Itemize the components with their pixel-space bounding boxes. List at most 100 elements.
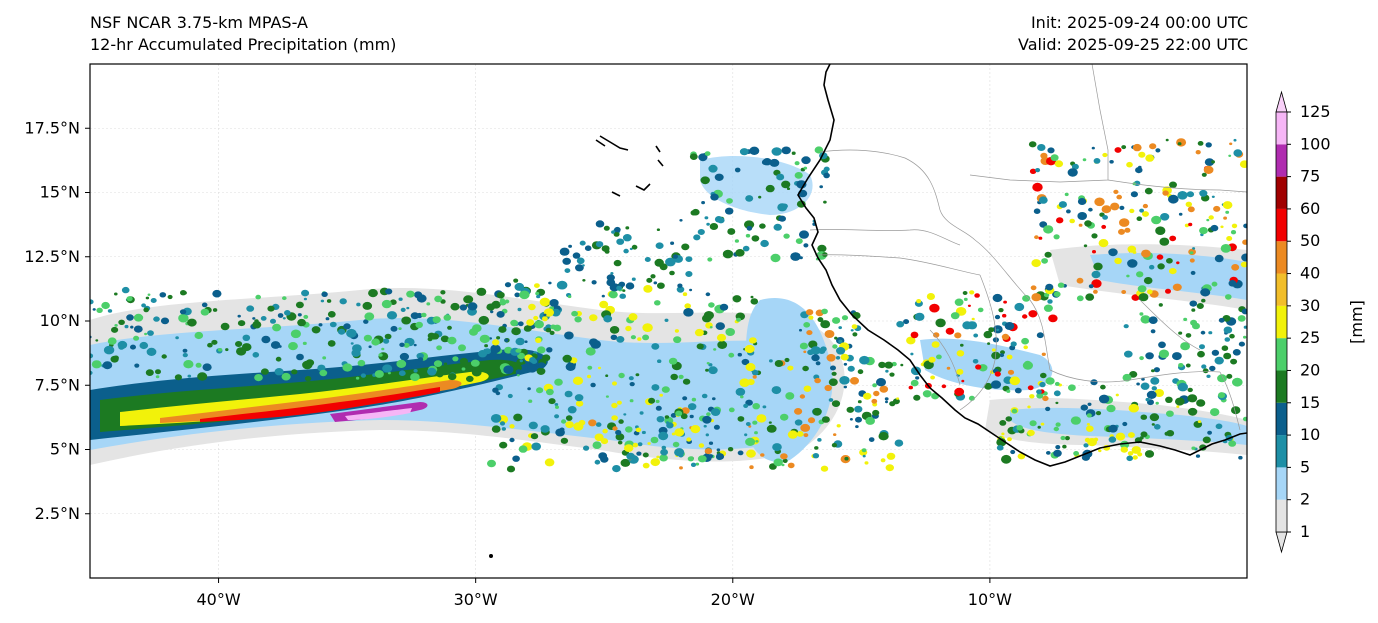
precip-cell bbox=[750, 295, 754, 299]
precip-cell bbox=[1119, 218, 1130, 227]
precip-cell bbox=[534, 283, 540, 288]
precip-cell bbox=[1114, 147, 1122, 153]
precip-cell bbox=[1149, 264, 1155, 270]
precip-cell bbox=[626, 452, 635, 460]
precip-cell bbox=[160, 317, 170, 325]
precip-cell bbox=[1169, 181, 1177, 189]
precip-cell bbox=[139, 341, 149, 350]
precip-cell bbox=[619, 293, 626, 299]
precip-cell bbox=[773, 458, 783, 467]
precip-cell bbox=[346, 328, 357, 338]
precip-cell bbox=[436, 371, 444, 378]
precip-cell bbox=[661, 386, 670, 393]
precip-cell bbox=[470, 359, 480, 367]
precip-cell bbox=[174, 374, 182, 381]
coastline bbox=[595, 64, 1247, 467]
precip-cell bbox=[534, 320, 544, 329]
precip-cell bbox=[1201, 298, 1206, 303]
precip-cell bbox=[1139, 312, 1144, 316]
precip-cell bbox=[737, 352, 742, 357]
precip-cell bbox=[478, 350, 488, 358]
title-block: NSF NCAR 3.75-km MPAS-A 12-hr Accumulate… bbox=[90, 12, 396, 56]
precip-cell bbox=[1226, 373, 1233, 379]
precip-cell bbox=[548, 398, 556, 405]
precip-cell bbox=[1122, 373, 1132, 382]
precip-cell bbox=[655, 242, 664, 249]
precip-cell bbox=[1060, 435, 1066, 441]
precip-cell bbox=[736, 317, 742, 322]
precip-cell bbox=[1243, 223, 1247, 229]
precip-cell bbox=[1240, 261, 1247, 268]
precip-cell bbox=[1238, 455, 1243, 460]
precip-cell bbox=[513, 278, 519, 283]
precip-cell bbox=[1088, 207, 1093, 212]
precip-cell bbox=[153, 316, 160, 322]
precip-cell bbox=[509, 361, 516, 367]
precip-cell bbox=[706, 362, 710, 365]
precip-cell bbox=[671, 432, 676, 436]
precip-cell bbox=[1187, 387, 1193, 393]
precip-cell bbox=[1043, 304, 1053, 312]
precip-cell bbox=[609, 326, 620, 334]
precip-cell bbox=[1093, 289, 1098, 294]
precip-cell bbox=[1029, 168, 1037, 174]
precip-cell bbox=[114, 324, 118, 327]
precip-cell bbox=[476, 287, 487, 296]
precip-cell bbox=[579, 240, 586, 246]
precip-cell bbox=[836, 424, 841, 428]
precip-cell bbox=[735, 387, 746, 396]
precip-cell bbox=[357, 359, 366, 367]
precip-cell bbox=[687, 456, 694, 462]
precip-cell bbox=[1223, 326, 1233, 334]
precip-cell bbox=[910, 379, 919, 387]
colorbar-tick-label: 2 bbox=[1300, 490, 1310, 509]
precip-cell bbox=[528, 399, 533, 403]
precip-cell bbox=[998, 308, 1004, 313]
precip-cell bbox=[1149, 413, 1160, 422]
precip-cell bbox=[734, 239, 740, 243]
precip-cell bbox=[1088, 284, 1094, 289]
precip-cell bbox=[758, 195, 762, 199]
colorbar-tick-label: 60 bbox=[1300, 199, 1320, 218]
precip-cell bbox=[1237, 315, 1246, 322]
precip-cell bbox=[144, 332, 148, 336]
precip-cell bbox=[217, 348, 223, 352]
precip-cell bbox=[311, 326, 321, 334]
precip-cell bbox=[1143, 277, 1153, 285]
precip-cell bbox=[784, 357, 790, 363]
precip-cell bbox=[1098, 239, 1109, 248]
colorbar-segment bbox=[1276, 144, 1287, 177]
precip-cell bbox=[666, 422, 674, 429]
precip-cell bbox=[559, 247, 570, 256]
precip-cell bbox=[817, 438, 822, 442]
precip-cell bbox=[941, 384, 947, 389]
precip-cell bbox=[1208, 215, 1214, 220]
precip-cell bbox=[1085, 293, 1095, 301]
precip-cell bbox=[611, 415, 618, 421]
precip-cell bbox=[876, 378, 886, 387]
precip-cell bbox=[790, 252, 801, 261]
precip-cell bbox=[1053, 449, 1062, 457]
precip-cell bbox=[598, 452, 608, 460]
precip-cell bbox=[1101, 205, 1112, 214]
precip-cell bbox=[1068, 384, 1076, 392]
precip-cell bbox=[1084, 220, 1092, 227]
precip-cell bbox=[447, 336, 457, 345]
precip-cell bbox=[531, 442, 541, 451]
precip-cell bbox=[302, 341, 307, 345]
precip-cell bbox=[1142, 211, 1149, 217]
precip-cell bbox=[803, 322, 811, 328]
precip-cell bbox=[635, 373, 640, 377]
precip-cell bbox=[386, 311, 398, 320]
precip-cell bbox=[749, 146, 760, 155]
precip-cell bbox=[1040, 372, 1047, 379]
precip-cell bbox=[1036, 332, 1044, 339]
precip-cell bbox=[1231, 406, 1241, 415]
precip-cell bbox=[490, 344, 501, 354]
precip-cell bbox=[1199, 189, 1208, 197]
precip-cell bbox=[1031, 293, 1042, 302]
precip-cell bbox=[1135, 167, 1143, 174]
precip-cell bbox=[727, 228, 736, 235]
precip-cell bbox=[745, 233, 751, 238]
precip-cell bbox=[1190, 270, 1196, 275]
